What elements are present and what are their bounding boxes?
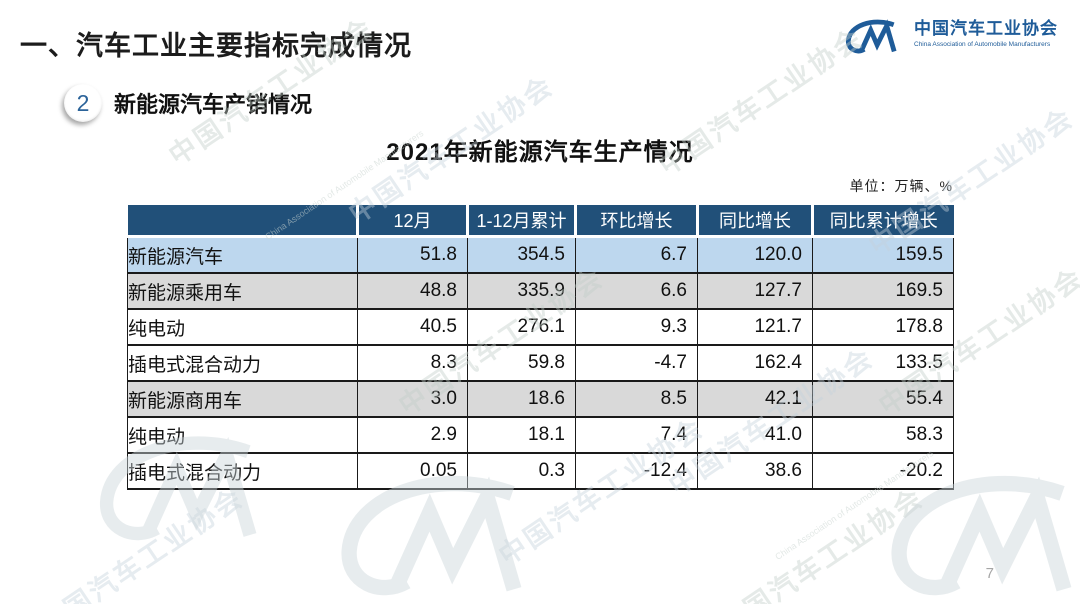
cam-logo-name-en: China Association of Automobile Manufact… (914, 40, 1051, 48)
page-title: 一、汽车工业主要指标完成情况 (20, 31, 412, 61)
data-cell: 6.7 (575, 235, 698, 274)
row-label: 新能源商用车 (127, 380, 358, 418)
data-cell: 9.3 (575, 308, 698, 346)
watermark-text: 中国汽车工业协会 (713, 482, 930, 604)
data-cell: 7.4 (575, 416, 698, 454)
data-cell: 276.1 (467, 308, 576, 346)
column-header: 1-12月累计 (466, 205, 576, 238)
data-cell: 127.7 (697, 272, 813, 310)
column-header: 同比累计增长 (811, 205, 954, 238)
table-header-row: 12月 1-12月累计 环比增长 同比增长 同比累计增长 (127, 205, 954, 238)
cam-logo-watermark-icon (341, 475, 522, 596)
data-cell: 3.0 (357, 380, 468, 418)
cam-logo-names: 中国汽车工业协会 China Association of Automobile… (914, 16, 1058, 48)
section-heading: 2 新能源汽车产销情况 (64, 84, 312, 122)
data-cell: 55.4 (812, 380, 954, 418)
column-header (127, 205, 358, 238)
data-cell: 121.7 (697, 308, 813, 346)
data-cell: 51.8 (357, 235, 468, 274)
table-row: 新能源商用车 3.0 18.6 8.5 42.1 55.4 (127, 380, 954, 418)
cam-logo-name-cn: 中国汽车工业协会 (914, 19, 1058, 38)
cam-logo-icon (845, 19, 897, 54)
data-cell: 6.6 (575, 272, 698, 310)
table-row: 纯电动 2.9 18.1 7.4 41.0 58.3 (127, 416, 954, 454)
page-number: 7 (985, 565, 994, 582)
data-cell: 58.3 (812, 416, 954, 454)
table-row: 新能源汽车 51.8 354.5 6.7 120.0 159.5 (127, 235, 954, 274)
column-header: 环比增长 (574, 205, 698, 238)
row-label: 新能源汽车 (127, 235, 358, 274)
data-cell: 18.1 (467, 416, 576, 454)
data-cell: 18.6 (467, 380, 576, 418)
data-cell: -12.4 (575, 452, 698, 490)
row-label: 插电式混合动力 (127, 452, 358, 490)
table-title: 2021年新能源汽车生产情况 (386, 139, 694, 166)
row-label: 纯电动 (127, 308, 358, 346)
watermark-text: 中国汽车工业协会 (33, 482, 250, 604)
table-row: 纯电动 40.5 276.1 9.3 121.7 178.8 (127, 308, 954, 346)
column-header: 同比增长 (696, 205, 813, 238)
data-cell: 162.4 (697, 344, 813, 382)
data-cell: 40.5 (357, 308, 468, 346)
data-cell: 2.9 (357, 416, 468, 454)
data-cell: 41.0 (697, 416, 813, 454)
data-cell: -20.2 (812, 452, 954, 490)
data-cell: 354.5 (467, 235, 576, 274)
data-table-wrapper: 12月 1-12月累计 环比增长 同比增长 同比累计增长 新能源汽车 51.8 … (127, 205, 954, 490)
data-cell: 59.8 (467, 344, 576, 382)
data-cell: -4.7 (575, 344, 698, 382)
cam-logo: 中国汽车工业协会 China Association of Automobile… (843, 16, 1058, 58)
row-label: 纯电动 (127, 416, 358, 454)
row-label: 新能源乘用车 (127, 272, 358, 310)
table-row: 新能源乘用车 48.8 335.9 6.6 127.7 169.5 (127, 272, 954, 310)
data-cell: 48.8 (357, 272, 468, 310)
row-label: 插电式混合动力 (127, 344, 358, 382)
data-cell: 8.3 (357, 344, 468, 382)
unit-label: 单位：万辆、% (849, 178, 953, 194)
data-cell: 133.5 (812, 344, 954, 382)
production-table: 12月 1-12月累计 环比增长 同比增长 同比累计增长 新能源汽车 51.8 … (127, 205, 954, 490)
column-header: 12月 (356, 205, 468, 238)
data-cell: 120.0 (697, 235, 813, 274)
data-cell: 335.9 (467, 272, 576, 310)
table-row: 插电式混合动力 0.05 0.3 -12.4 38.6 -20.2 (127, 452, 954, 490)
data-cell: 0.3 (467, 452, 576, 490)
data-cell: 169.5 (812, 272, 954, 310)
cam-logo-watermark-icon (891, 475, 1072, 596)
data-cell: 8.5 (575, 380, 698, 418)
data-cell: 38.6 (697, 452, 813, 490)
data-cell: 42.1 (697, 380, 813, 418)
data-cell: 178.8 (812, 308, 954, 346)
data-cell: 159.5 (812, 235, 954, 274)
table-row: 插电式混合动力 8.3 59.8 -4.7 162.4 133.5 (127, 344, 954, 382)
section-number-badge: 2 (64, 84, 102, 122)
section-title: 新能源汽车产销情况 (114, 92, 313, 117)
data-cell: 0.05 (357, 452, 468, 490)
